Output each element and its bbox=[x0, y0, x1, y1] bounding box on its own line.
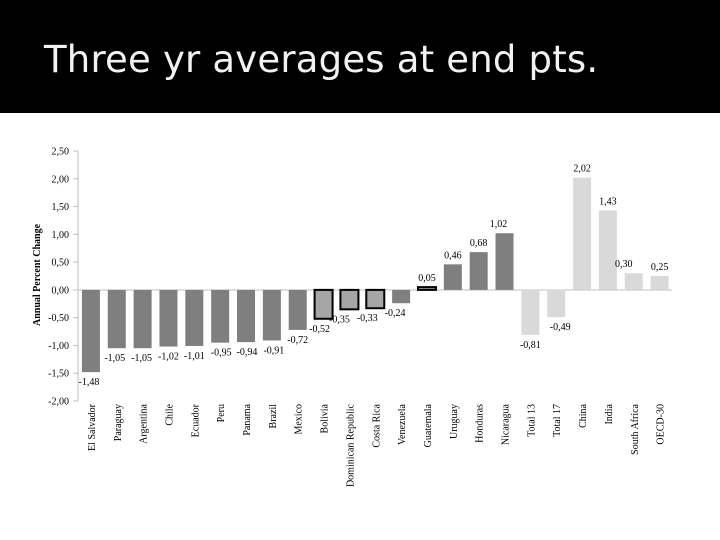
bar bbox=[81, 289, 100, 373]
category-label: Mexico bbox=[294, 404, 305, 435]
data-labels: -1,48 -1,05 -1,05 -1,02 -1,01 -0,95 -0,94 -0,91… bbox=[79, 164, 669, 388]
bar bbox=[547, 289, 566, 318]
bar bbox=[288, 289, 307, 330]
bar bbox=[339, 288, 360, 311]
bar bbox=[237, 289, 256, 343]
data-label: -0,81 bbox=[520, 340, 541, 351]
bar bbox=[469, 252, 488, 290]
data-label: -1,02 bbox=[158, 352, 179, 363]
y-tick-label: 1,00 bbox=[52, 230, 70, 241]
data-label: -0,94 bbox=[237, 347, 258, 358]
y-tick-label: 2,50 bbox=[52, 147, 70, 158]
bar bbox=[495, 233, 514, 290]
data-label: 0,68 bbox=[470, 238, 488, 249]
category-label: Argentina bbox=[139, 403, 150, 443]
bar bbox=[365, 288, 386, 310]
y-tick-label: -1,00 bbox=[48, 341, 69, 352]
bar bbox=[573, 177, 592, 290]
category-label: Honduras bbox=[475, 404, 486, 443]
slide-title: Three yr averages at end pts. bbox=[44, 38, 599, 81]
category-label: Ecuador bbox=[190, 403, 201, 437]
category-label: China bbox=[578, 403, 589, 427]
data-label: -1,05 bbox=[104, 353, 125, 364]
data-label: 1,43 bbox=[599, 196, 617, 207]
category-label: Paraguay bbox=[113, 404, 124, 441]
data-label: 0,30 bbox=[615, 259, 633, 270]
bar bbox=[159, 289, 178, 347]
data-label: -0,52 bbox=[309, 324, 330, 335]
category-label: Total 17 bbox=[552, 404, 563, 437]
y-tick-label: 2,00 bbox=[52, 174, 70, 185]
bar bbox=[443, 264, 462, 290]
data-label: -1,05 bbox=[131, 353, 152, 364]
category-label: Chile bbox=[164, 403, 175, 425]
bar bbox=[211, 289, 230, 343]
data-label: -0,35 bbox=[329, 314, 350, 325]
data-label: -0,24 bbox=[385, 308, 406, 319]
data-label: 1,02 bbox=[490, 219, 508, 230]
data-label: -0,49 bbox=[550, 322, 571, 333]
bar bbox=[107, 289, 126, 349]
bar bbox=[392, 289, 411, 304]
bar-chart: Annual Percent Change 2,50 2,00 1,50 1,00 0,… bbox=[32, 147, 672, 487]
category-label: Dominican Republic bbox=[345, 403, 356, 487]
bar bbox=[262, 289, 281, 341]
bar bbox=[598, 210, 617, 290]
category-label: Costa Rica bbox=[371, 403, 382, 447]
y-tick-label: -2,00 bbox=[48, 397, 69, 408]
bar bbox=[416, 286, 437, 291]
data-label: -1,01 bbox=[184, 351, 205, 362]
category-label: Bolivia bbox=[320, 403, 331, 433]
category-label: South Africa bbox=[630, 403, 641, 454]
y-tick-label: -0,50 bbox=[48, 313, 69, 324]
title-bar bbox=[0, 0, 720, 113]
y-tick-label: 1,50 bbox=[52, 202, 70, 213]
y-axis-label: Annual Percent Change bbox=[32, 223, 43, 326]
data-label: 0,05 bbox=[418, 273, 436, 284]
data-label: -0,33 bbox=[357, 313, 378, 324]
data-label: 2,02 bbox=[573, 164, 591, 175]
data-label: 0,46 bbox=[444, 250, 462, 261]
bar bbox=[624, 273, 643, 290]
bar bbox=[133, 289, 152, 349]
category-labels: El Salvador Paraguay Argentina Chile Ecuador… bbox=[87, 403, 667, 487]
bar bbox=[313, 288, 334, 320]
category-label: OECD-30 bbox=[656, 404, 667, 445]
data-label: -1,48 bbox=[79, 377, 100, 388]
category-label: Venezuela bbox=[397, 403, 408, 445]
bars bbox=[81, 177, 669, 373]
bar bbox=[185, 289, 204, 346]
category-label: Brazil bbox=[268, 404, 279, 429]
category-label: Guatemala bbox=[423, 403, 434, 447]
bar bbox=[650, 276, 669, 290]
y-tick-label: 0,00 bbox=[52, 285, 70, 296]
category-label: El Salvador bbox=[87, 403, 98, 451]
category-label: Nicaragua bbox=[501, 403, 512, 445]
data-label: -0,95 bbox=[211, 348, 232, 359]
category-label: Panama bbox=[242, 403, 253, 435]
category-label: Total 13 bbox=[526, 404, 537, 437]
category-label: Uruguay bbox=[449, 404, 460, 439]
data-label: -0,91 bbox=[263, 345, 284, 356]
y-tick-label: 0,50 bbox=[52, 258, 70, 269]
bar bbox=[521, 289, 540, 335]
y-ticks: 2,50 2,00 1,50 1,00 0,50 0,00 -0,50 -1,00 -1,50 -… bbox=[48, 147, 78, 408]
category-label: India bbox=[604, 403, 615, 424]
data-label: 0,25 bbox=[651, 262, 669, 273]
category-label: Peru bbox=[216, 404, 227, 422]
y-tick-label: -1,50 bbox=[48, 369, 69, 380]
data-label: -0,72 bbox=[287, 335, 308, 346]
